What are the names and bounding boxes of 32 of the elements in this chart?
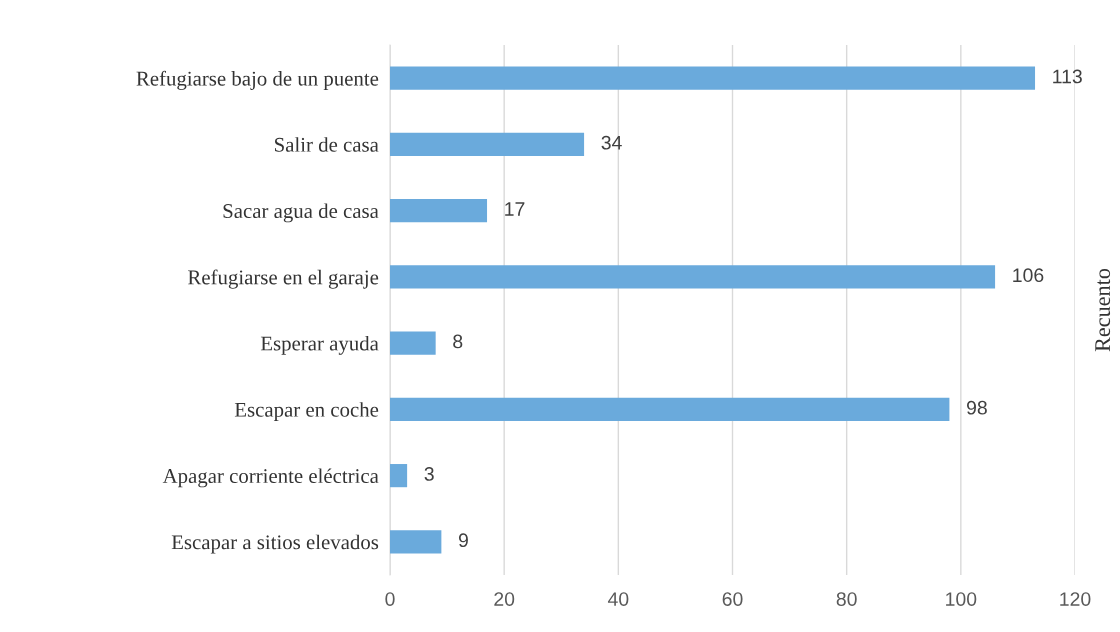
bar bbox=[390, 530, 442, 554]
data-label: 9 bbox=[458, 533, 468, 548]
y-tick-label: Apagar corriente eléctrica bbox=[162, 468, 379, 488]
data-label: 98 bbox=[966, 400, 987, 415]
y-tick-label: Refugiarse bajo de un puente bbox=[136, 70, 379, 90]
y-tick-label: Esperar ayuda bbox=[260, 335, 379, 355]
bar bbox=[390, 66, 1036, 90]
bar bbox=[390, 464, 408, 488]
y-tick-label: Sacar agua de casa bbox=[223, 203, 379, 223]
x-tick-label: 100 bbox=[946, 592, 977, 606]
x-tick-label: 80 bbox=[836, 592, 857, 606]
bar bbox=[390, 397, 950, 421]
data-label: 113 bbox=[1053, 69, 1082, 84]
data-label: 17 bbox=[505, 202, 525, 216]
x-tick-label: 40 bbox=[607, 592, 629, 606]
x-tick-label: 120 bbox=[1060, 592, 1091, 606]
bar bbox=[390, 265, 996, 289]
data-label: 106 bbox=[1013, 268, 1044, 283]
bar bbox=[390, 132, 585, 156]
y-tick-label: Salir de casa bbox=[275, 137, 379, 152]
data-label: 34 bbox=[601, 135, 622, 150]
data-label: 3 bbox=[424, 467, 434, 481]
y-axis-title: Recuento bbox=[1095, 268, 1111, 352]
y-tick-label: Refugiarse en el garaje bbox=[188, 269, 379, 289]
y-tick-label: Escapar a sitios elevados bbox=[171, 534, 379, 554]
x-tick-label: 20 bbox=[494, 592, 515, 606]
data-label: 8 bbox=[453, 334, 463, 349]
y-tick-label: Escapar en coche bbox=[234, 402, 379, 422]
bar bbox=[390, 199, 488, 223]
bar bbox=[390, 331, 436, 355]
x-tick-label: 60 bbox=[722, 592, 743, 606]
x-tick-label: 0 bbox=[385, 592, 395, 606]
